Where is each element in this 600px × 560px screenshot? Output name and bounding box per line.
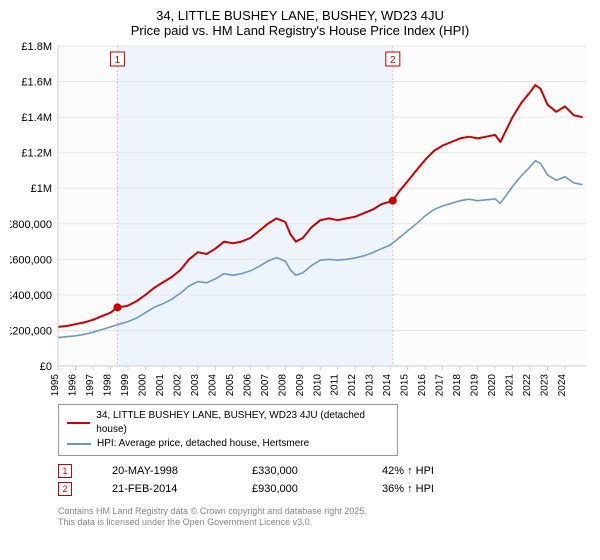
svg-text:£1.8M: £1.8M — [21, 42, 52, 53]
svg-text:1996: 1996 — [67, 374, 78, 397]
svg-text:£1.6M: £1.6M — [21, 77, 52, 89]
svg-text:2023: 2023 — [540, 374, 551, 397]
sale-date: 21-FEB-2014 — [112, 480, 212, 498]
line-chart: £0 £200,000 £400,000 £600,000 £800,000 £1M £1.… — [10, 42, 590, 402]
sale-date: 20-MAY-1998 — [112, 462, 212, 480]
svg-text:2007: 2007 — [260, 374, 271, 397]
legend-swatch — [67, 443, 91, 445]
title-block: 34, LITTLE BUSHEY LANE, BUSHEY, WD23 4JU… — [10, 8, 590, 38]
svg-text:2024: 2024 — [557, 374, 568, 397]
svg-text:£1.4M: £1.4M — [21, 112, 52, 124]
chart-title: 34, LITTLE BUSHEY LANE, BUSHEY, WD23 4JU — [10, 8, 590, 23]
sales-table: 1 20-MAY-1998 £330,000 42% ↑ HPI 2 21-FEB-201… — [58, 462, 590, 498]
svg-text:1997: 1997 — [85, 374, 96, 397]
svg-text:2013: 2013 — [365, 374, 376, 397]
svg-text:2010: 2010 — [312, 374, 323, 397]
svg-text:2009: 2009 — [295, 374, 306, 397]
svg-text:2014: 2014 — [382, 374, 393, 397]
svg-text:£400,000: £400,000 — [10, 290, 52, 302]
chart-subtitle: Price paid vs. HM Land Registry's House … — [10, 23, 590, 38]
sale-price: £330,000 — [252, 462, 342, 480]
svg-text:2017: 2017 — [435, 374, 446, 397]
legend-label: 34, LITTLE BUSHEY LANE, BUSHEY, WD23 4JU… — [96, 409, 389, 437]
svg-text:2001: 2001 — [155, 374, 166, 397]
svg-text:2006: 2006 — [242, 374, 253, 397]
svg-text:2015: 2015 — [400, 374, 411, 397]
svg-text:1995: 1995 — [50, 374, 61, 397]
svg-text:2012: 2012 — [347, 374, 358, 397]
legend-label: HPI: Average price, detached house, Hert… — [97, 437, 309, 451]
legend-swatch — [67, 422, 90, 424]
svg-text:2003: 2003 — [190, 374, 201, 397]
sale-row: 1 20-MAY-1998 £330,000 42% ↑ HPI — [58, 462, 590, 480]
svg-text:2020: 2020 — [487, 374, 498, 397]
svg-text:£200,000: £200,000 — [10, 325, 52, 337]
svg-text:2002: 2002 — [172, 374, 183, 397]
attribution-line: Contains HM Land Registry data © Crown c… — [58, 506, 590, 517]
svg-text:£800,000: £800,000 — [10, 219, 52, 231]
svg-text:1: 1 — [115, 55, 121, 66]
sale-row: 2 21-FEB-2014 £930,000 36% ↑ HPI — [58, 480, 590, 498]
svg-text:2: 2 — [390, 55, 396, 66]
attribution-line: This data is licensed under the Open Gov… — [58, 517, 590, 528]
svg-text:2011: 2011 — [330, 374, 341, 396]
sale-delta: 42% ↑ HPI — [382, 462, 434, 480]
svg-text:£600,000: £600,000 — [10, 254, 52, 266]
attribution: Contains HM Land Registry data © Crown c… — [58, 506, 590, 528]
svg-text:2000: 2000 — [137, 374, 148, 397]
svg-text:£0: £0 — [40, 361, 52, 373]
svg-text:2008: 2008 — [277, 374, 288, 397]
svg-text:2004: 2004 — [207, 374, 218, 397]
chart-area: £0 £200,000 £400,000 £600,000 £800,000 £1M £1.… — [10, 42, 590, 402]
legend-item: HPI: Average price, detached house, Hert… — [67, 437, 389, 451]
sale-delta: 36% ↑ HPI — [382, 480, 434, 498]
sale-price: £930,000 — [252, 480, 342, 498]
sale-marker-badge: 2 — [58, 482, 72, 496]
svg-text:£1.2M: £1.2M — [21, 148, 52, 160]
svg-text:2019: 2019 — [470, 374, 481, 397]
svg-text:2005: 2005 — [225, 374, 236, 397]
svg-text:2021: 2021 — [505, 374, 516, 397]
legend: 34, LITTLE BUSHEY LANE, BUSHEY, WD23 4JU… — [58, 404, 398, 456]
svg-text:2022: 2022 — [522, 374, 533, 397]
svg-text:2016: 2016 — [417, 374, 428, 397]
svg-text:£1M: £1M — [31, 183, 52, 195]
svg-text:1998: 1998 — [102, 374, 113, 397]
legend-item: 34, LITTLE BUSHEY LANE, BUSHEY, WD23 4JU… — [67, 409, 389, 437]
sale-marker-badge: 1 — [58, 464, 72, 478]
svg-text:1999: 1999 — [120, 374, 131, 397]
svg-text:2018: 2018 — [452, 374, 463, 397]
